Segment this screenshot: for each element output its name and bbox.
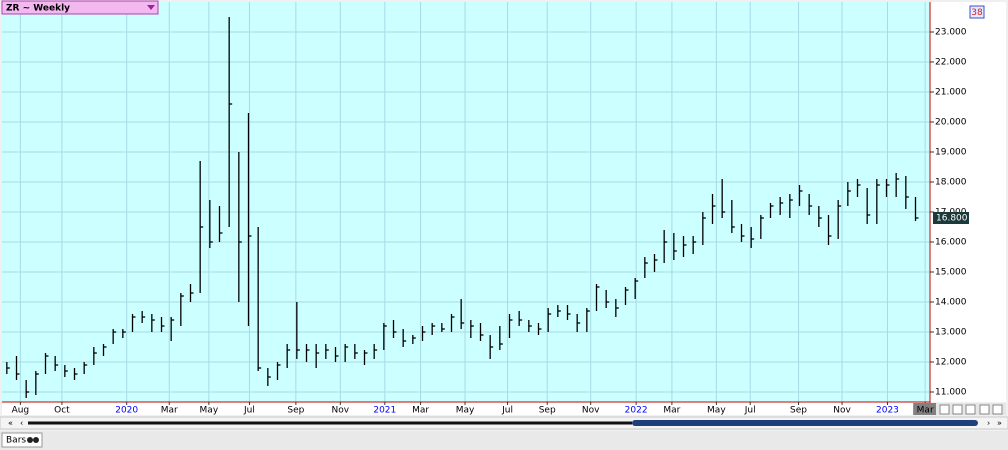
tab-icon [27,437,33,443]
x-tick-label: May [456,406,475,416]
scroll-last[interactable]: » [997,419,1002,428]
y-tick-label: 20.000 [935,118,967,128]
x-tick-label: Jul [243,406,255,416]
scroll-first[interactable]: « [8,419,13,428]
grid [2,2,930,402]
x-tick-label: Oct [54,406,70,416]
price-axis-area [930,2,1006,402]
y-tick-label: 12.000 [935,358,967,368]
x-tick-label: Mar [917,406,934,416]
x-tick-label: Mar [663,406,680,416]
badge-text: 38 [971,8,983,18]
last-price-label: 16.800 [936,214,968,224]
symbol-text: ZR ~ Weekly [6,4,70,14]
tab-label: Bars [6,436,26,446]
x-tick-label: Mar [412,406,429,416]
y-tick-label: 15.000 [935,268,967,278]
y-tick-label: 21.000 [935,88,967,98]
y-tick-label: 18.000 [935,178,967,188]
x-tick-label: Mar [161,406,178,416]
symbol-box[interactable] [1,0,159,15]
x-tick-label: Jul [501,406,513,416]
y-tick-label: 23.000 [935,28,967,38]
x-tick-label: 2023 [876,406,899,416]
x-tick-label: Jul [744,406,756,416]
x-tick-label: Nov [582,406,600,416]
x-tick-label: Sep [539,406,556,416]
last-price-box [933,212,969,225]
y-tick-label: 11.000 [935,388,967,398]
tool-button[interactable] [952,404,963,415]
x-tick-label: 2021 [373,406,396,416]
tool-button[interactable] [965,404,976,415]
scroll-right[interactable]: › [987,419,990,428]
badge[interactable] [969,5,985,19]
y-tick-label: 16.000 [935,238,967,248]
time-axis-area [2,402,930,415]
x-tick-label: Nov [833,406,851,416]
x-tick-label: Sep [287,406,304,416]
y-tick-label: 13.000 [935,328,967,338]
scroll-left[interactable]: ‹ [20,419,23,428]
x-tick-label: Sep [790,406,807,416]
tab-bar [0,431,1008,450]
axes: 11.00012.00013.00014.00015.00016.00017.0… [12,28,969,416]
tool-button[interactable] [992,404,1003,415]
plot-area [2,2,930,402]
scroll-thumb[interactable] [632,420,978,426]
dropdown-arrow[interactable] [147,5,155,10]
tool-button[interactable] [979,404,990,415]
x-tick-label: Aug [12,406,30,416]
x-tick-label: Nov [332,406,350,416]
x-tick-label: 2020 [115,406,138,416]
y-tick-label: 14.000 [935,298,967,308]
tab[interactable] [1,432,43,448]
tab-icon [33,437,39,443]
x-tick-label: May [200,406,219,416]
x-tick-label: May [707,406,726,416]
tool-button[interactable] [939,404,950,415]
y-tick-label: 19.000 [935,148,967,158]
x-tick-label: 2022 [625,406,648,416]
y-tick-label: 22.000 [935,58,967,68]
bars [6,17,919,399]
x-tick-highlight [913,403,938,415]
